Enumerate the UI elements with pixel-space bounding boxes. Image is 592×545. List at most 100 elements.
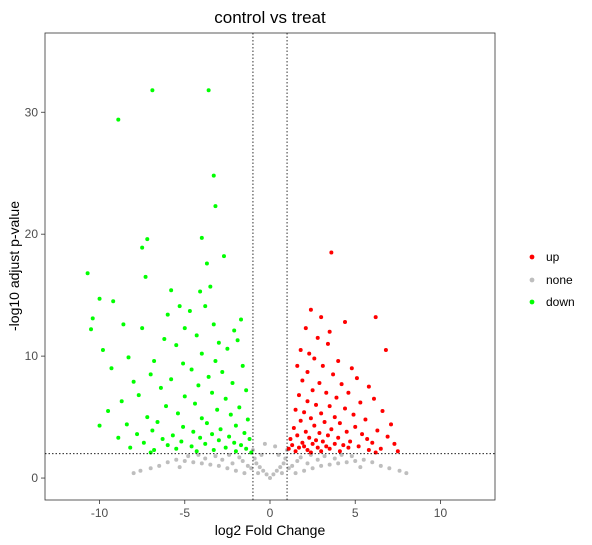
point-up-34 — [343, 406, 347, 411]
point-none-10 — [252, 456, 257, 461]
point-up-79 — [378, 446, 383, 451]
point-up-36 — [380, 408, 385, 413]
point-down-54 — [136, 393, 141, 398]
point-none-21 — [310, 466, 315, 471]
point-down-19 — [187, 309, 192, 314]
point-up-49 — [291, 426, 296, 431]
point-down-95 — [128, 445, 133, 450]
point-down-60 — [237, 405, 242, 410]
point-none-17 — [293, 471, 298, 476]
point-none-25 — [327, 462, 332, 467]
point-none-49 — [290, 463, 295, 468]
point-up-1 — [308, 307, 313, 312]
point-none-69 — [279, 471, 284, 476]
point-up-87 — [395, 449, 400, 454]
point-up-22 — [339, 382, 344, 387]
legend-item-none: none — [529, 273, 573, 287]
point-none-41 — [298, 455, 303, 460]
point-down-5 — [145, 237, 150, 242]
point-down-10 — [85, 271, 90, 276]
point-up-13 — [336, 359, 341, 363]
y-axis-title: -log10 adjust p-value — [6, 201, 22, 331]
point-none-16 — [262, 441, 267, 446]
point-up-70 — [392, 441, 397, 446]
point-up-52 — [303, 429, 308, 434]
point-down-55 — [182, 394, 187, 399]
point-none-27 — [336, 461, 341, 466]
point-up-71 — [290, 443, 295, 448]
point-down-22 — [239, 317, 244, 322]
point-down-14 — [198, 289, 203, 294]
point-down-83 — [198, 435, 203, 440]
point-up-69 — [332, 441, 337, 446]
point-up-74 — [324, 444, 329, 449]
point-down-31 — [162, 337, 167, 342]
point-down-62 — [106, 408, 111, 413]
point-none-53 — [332, 456, 337, 461]
threshold-lines — [45, 33, 495, 500]
point-down-82 — [116, 435, 121, 440]
point-none-45 — [322, 454, 327, 459]
point-down-66 — [199, 416, 204, 421]
point-down-96 — [244, 446, 249, 451]
point-up-65 — [348, 439, 353, 444]
point-up-9 — [298, 348, 303, 353]
y-tick-label-0: 0 — [31, 471, 38, 485]
point-down-26 — [182, 326, 187, 331]
point-none-3 — [274, 468, 279, 473]
point-down-27 — [232, 328, 237, 333]
point-none-38 — [157, 463, 162, 468]
point-none-64 — [138, 468, 143, 473]
point-up-6 — [327, 329, 332, 334]
point-up-77 — [315, 445, 320, 450]
point-down-6 — [199, 235, 204, 240]
point-up-40 — [332, 415, 337, 420]
point-up-17 — [305, 369, 310, 374]
point-down-69 — [204, 421, 209, 426]
legend-item-down: down — [529, 295, 575, 309]
x-axis: -10 -5 0 5 10 — [91, 500, 447, 520]
point-down-92 — [165, 443, 170, 448]
point-none-56 — [186, 454, 191, 459]
point-up-64 — [320, 439, 325, 444]
point-down-49 — [230, 380, 235, 385]
point-none-24 — [216, 463, 221, 468]
point-down-20 — [165, 312, 170, 317]
point-none-65 — [404, 471, 409, 476]
point-up-61 — [288, 437, 293, 442]
point-up-23 — [366, 384, 371, 389]
point-down-9 — [204, 261, 209, 266]
point-up-75 — [356, 444, 361, 449]
point-down-99 — [152, 448, 157, 453]
point-down-16 — [111, 299, 116, 304]
point-down-7 — [140, 245, 145, 250]
point-up-48 — [353, 424, 358, 429]
point-down-97 — [174, 446, 179, 451]
point-down-80 — [170, 433, 175, 438]
point-none-8 — [254, 461, 259, 466]
point-none-26 — [208, 462, 213, 467]
point-up-10 — [383, 348, 388, 353]
point-down-48 — [131, 379, 136, 384]
point-none-55 — [349, 454, 354, 459]
point-down-58 — [193, 401, 197, 406]
point-up-33 — [327, 404, 332, 409]
point-up-29 — [371, 396, 376, 401]
point-up-39 — [351, 412, 356, 417]
point-up-63 — [314, 438, 319, 443]
point-down-76 — [191, 429, 196, 434]
point-down-57 — [119, 399, 124, 404]
point-up-0 — [329, 250, 334, 255]
y-tick-label-1: 10 — [25, 349, 39, 363]
point-down-8 — [221, 254, 226, 259]
point-none-42 — [237, 455, 242, 460]
point-up-66 — [300, 440, 305, 445]
point-up-83 — [366, 448, 371, 453]
point-down-29 — [194, 333, 199, 338]
point-none-52 — [220, 457, 225, 462]
point-down-18 — [203, 304, 208, 309]
point-none-31 — [353, 458, 358, 463]
point-up-11 — [307, 351, 312, 356]
point-up-82 — [305, 448, 310, 453]
